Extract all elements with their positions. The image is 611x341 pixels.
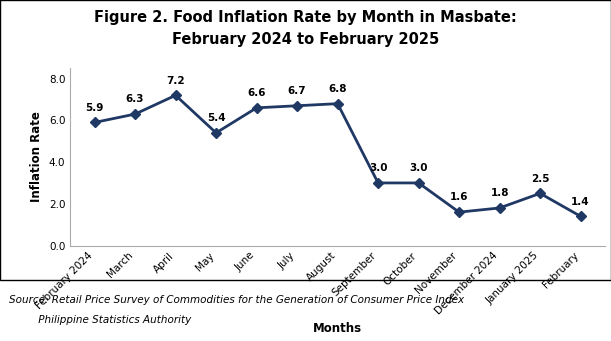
Text: 5.4: 5.4 (207, 113, 225, 123)
Text: Source: Retail Price Survey of Commodities for the Generation of Consumer Price : Source: Retail Price Survey of Commoditi… (9, 295, 464, 305)
Text: February 2024 to February 2025: February 2024 to February 2025 (172, 32, 439, 47)
Text: Philippine Statistics Authority: Philippine Statistics Authority (9, 315, 191, 325)
Text: 3.0: 3.0 (369, 163, 387, 173)
Text: 1.6: 1.6 (450, 192, 469, 203)
X-axis label: Months: Months (313, 322, 362, 335)
Text: 3.0: 3.0 (409, 163, 428, 173)
Text: 5.9: 5.9 (86, 103, 104, 113)
Text: 6.7: 6.7 (288, 86, 306, 96)
Text: Figure 2. Food Inflation Rate by Month in Masbate:: Figure 2. Food Inflation Rate by Month i… (94, 10, 517, 25)
Text: 1.8: 1.8 (491, 188, 509, 198)
Text: 7.2: 7.2 (166, 76, 185, 86)
Y-axis label: Inflation Rate: Inflation Rate (31, 112, 43, 202)
Text: 6.6: 6.6 (247, 88, 266, 98)
Text: 1.4: 1.4 (571, 197, 590, 207)
Text: 6.8: 6.8 (328, 84, 347, 94)
Text: 6.3: 6.3 (126, 94, 144, 104)
Text: 2.5: 2.5 (531, 174, 549, 184)
